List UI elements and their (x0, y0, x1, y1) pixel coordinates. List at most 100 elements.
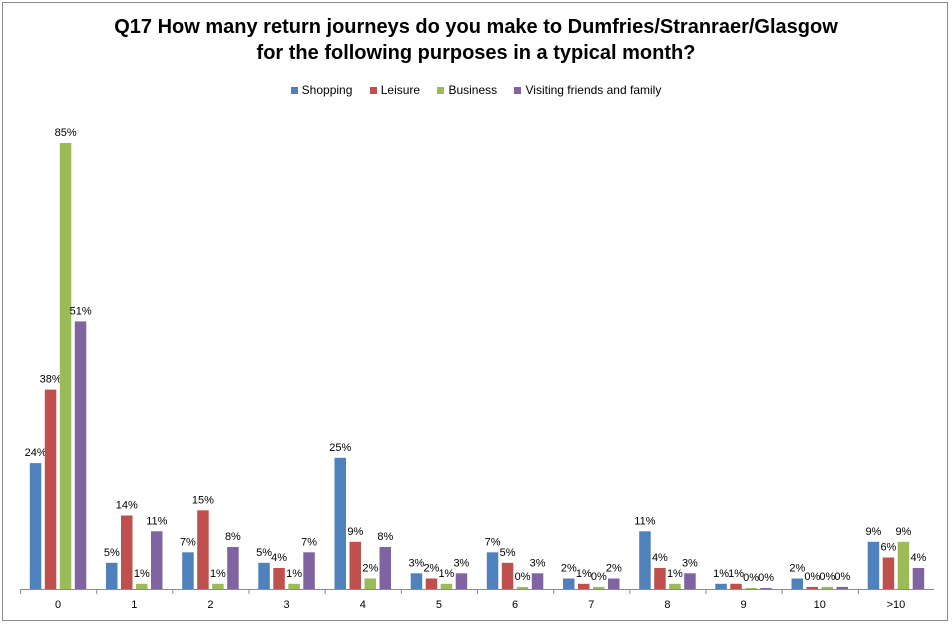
x-tick-label: 5 (436, 599, 442, 611)
legend-swatch-leisure (369, 87, 377, 94)
data-label: 85% (55, 127, 77, 139)
legend-item-visiting: Visiting friends and family (514, 83, 661, 97)
x-tick-label: 7 (588, 599, 594, 611)
data-label: 4% (910, 552, 926, 564)
data-label: 5% (500, 547, 516, 559)
bar-business-gt10 (897, 541, 910, 589)
legend-label-shopping: Shopping (301, 83, 353, 97)
x-tick-label: 9 (741, 599, 747, 611)
chart-title-line-1: Q17 How many return journeys do you make… (114, 16, 838, 38)
bar-leisure-7 (578, 583, 590, 589)
legend-item-leisure: Leisure (369, 83, 421, 97)
legend-swatch-visiting (514, 87, 522, 94)
bar-business-6 (516, 586, 529, 589)
legend-item-business: Business (437, 83, 497, 97)
bar-visiting-friends-and-family-4 (379, 547, 391, 589)
data-label: 11% (146, 515, 167, 527)
legend-item-shopping: Shopping (290, 83, 353, 97)
data-label: 0% (758, 572, 774, 584)
x-tick-label: 10 (814, 599, 826, 611)
data-label: 8% (377, 531, 393, 543)
bar-shopping-3 (258, 562, 270, 589)
bar-leisure-gt10 (882, 557, 895, 589)
data-label: 1% (667, 568, 683, 580)
bar-shopping-4 (334, 457, 346, 589)
bar-business-10 (821, 586, 833, 589)
chart-title-line-2: for the following purposes in a typical … (256, 42, 696, 64)
data-label: 1% (286, 568, 302, 580)
legend-label-business: Business (448, 83, 498, 97)
x-tick-label: 2 (207, 599, 213, 611)
x-tick-label: 0 (55, 599, 61, 611)
bar-visiting-friends-and-family-3 (303, 552, 315, 589)
bar-leisure-9 (730, 583, 742, 589)
legend-swatch-business (437, 87, 445, 94)
data-label: 38% (40, 374, 62, 386)
bar-shopping-0 (29, 463, 42, 589)
bar-leisure-4 (349, 541, 361, 589)
data-label: 24% (25, 447, 47, 459)
data-label: 0% (804, 571, 820, 583)
bar-leisure-8 (654, 568, 666, 589)
chart-title: Q17 How many return journeys do you make… (0, 14, 952, 66)
bar-shopping-10 (791, 578, 803, 589)
data-label: 2% (561, 563, 577, 575)
bar-visiting-friends-and-family-0 (74, 321, 87, 589)
data-label: 9% (347, 526, 363, 538)
bar-shopping-gt10 (867, 541, 880, 589)
data-label: 15% (192, 494, 214, 506)
bar-visiting-friends-and-family-gt10 (912, 568, 925, 589)
chart-legend: Shopping Leisure Business Visiting frien… (0, 83, 952, 97)
legend-label-leisure: Leisure (380, 83, 421, 97)
x-tick-label: 8 (664, 599, 670, 611)
bar-business-4 (364, 578, 376, 589)
bar-shopping-6 (486, 552, 499, 589)
data-label: 3% (453, 557, 469, 569)
data-label: 0% (743, 572, 759, 584)
bar-visiting-friends-and-family-1 (151, 531, 163, 589)
data-label: 1% (210, 568, 226, 580)
bar-visiting-friends-and-family-10 (836, 586, 848, 589)
data-label: 9% (865, 526, 881, 538)
data-label: 1% (576, 568, 592, 580)
data-label: 7% (301, 536, 317, 548)
legend-label-visiting: Visiting friends and family (525, 83, 662, 97)
data-label: 1% (728, 568, 744, 580)
bar-shopping-5 (410, 573, 423, 589)
bar-leisure-10 (806, 586, 818, 589)
bar-visiting-friends-and-family-7 (608, 578, 620, 589)
bar-business-2 (212, 583, 224, 589)
bar-visiting-friends-and-family-5 (455, 573, 468, 589)
bar-business-5 (440, 583, 453, 589)
data-label: 7% (180, 536, 196, 548)
bar-leisure-5 (425, 578, 438, 589)
x-tick-label: 6 (512, 599, 518, 611)
bar-leisure-0 (44, 389, 57, 589)
data-label: 0% (834, 571, 850, 583)
data-label: 6% (880, 542, 896, 554)
bar-business-9 (745, 588, 757, 589)
data-label: 2% (362, 563, 378, 575)
data-label: 51% (70, 305, 92, 317)
data-label: 11% (634, 515, 655, 527)
bar-leisure-3 (273, 568, 285, 589)
x-tick-label: 4 (360, 599, 366, 611)
data-label: 2% (606, 563, 622, 575)
data-label: 1% (438, 568, 454, 580)
data-label: 4% (271, 552, 287, 564)
bar-shopping-7 (563, 578, 575, 589)
data-label: 0% (515, 571, 531, 583)
data-label: 0% (819, 571, 835, 583)
x-tick-label: 1 (131, 599, 137, 611)
bar-shopping-2 (182, 552, 194, 589)
data-label: 8% (225, 531, 241, 543)
data-label: 1% (134, 568, 150, 580)
data-label: 3% (530, 557, 546, 569)
data-label: 14% (116, 500, 138, 512)
bar-visiting-friends-and-family-2 (227, 547, 239, 589)
bar-visiting-friends-and-family-8 (684, 573, 696, 589)
bar-shopping-8 (639, 531, 651, 589)
data-label: 1% (713, 568, 729, 580)
